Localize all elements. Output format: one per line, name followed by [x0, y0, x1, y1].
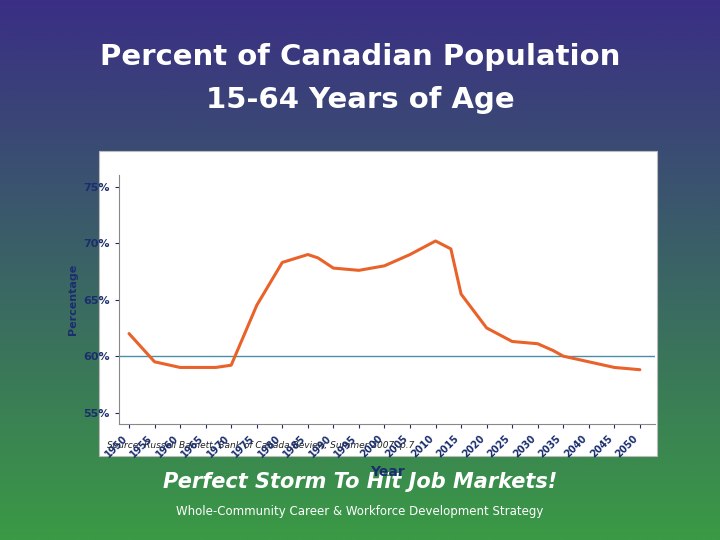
Text: Percent of Canadian Population: Percent of Canadian Population: [100, 43, 620, 71]
Y-axis label: Percentage: Percentage: [68, 264, 78, 335]
X-axis label: Year: Year: [369, 465, 405, 479]
Text: Source: Russell Barnett, Bank of Canada Review, Summer 2007, p.7: Source: Russell Barnett, Bank of Canada …: [107, 441, 414, 450]
Text: 15-64 Years of Age: 15-64 Years of Age: [206, 86, 514, 114]
Text: Perfect Storm To Hit Job Markets!: Perfect Storm To Hit Job Markets!: [163, 471, 557, 492]
Text: Whole-Community Career & Workforce Development Strategy: Whole-Community Career & Workforce Devel…: [176, 505, 544, 518]
Bar: [99, 151, 657, 456]
